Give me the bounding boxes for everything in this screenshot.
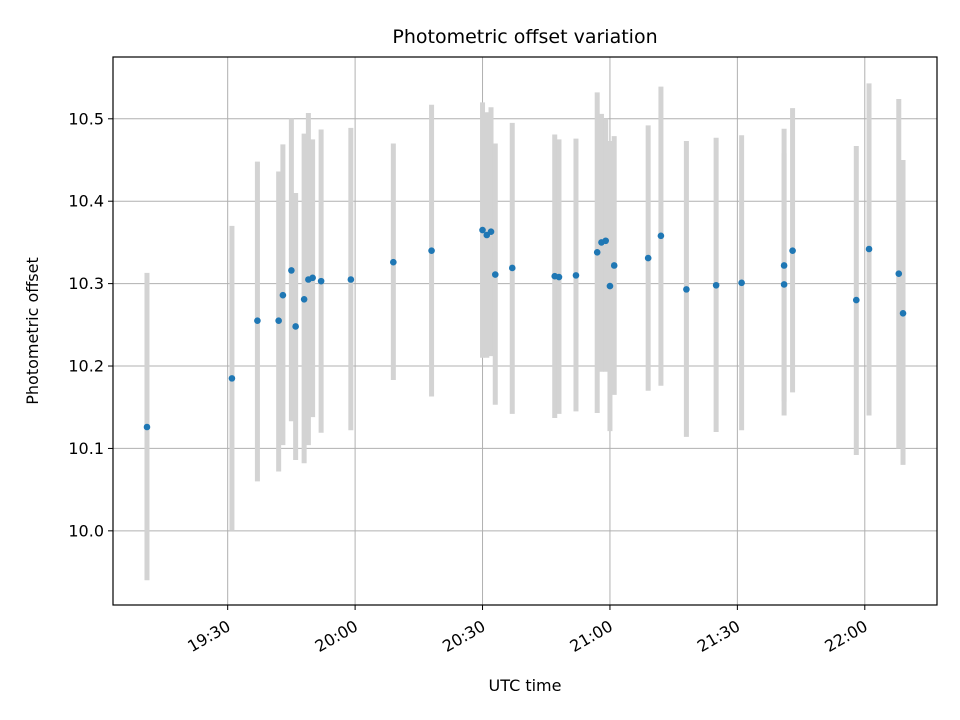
data-point xyxy=(657,232,665,240)
y-tick-label: 10.5 xyxy=(68,109,104,128)
data-point xyxy=(865,245,873,253)
data-point xyxy=(300,295,308,303)
data-point xyxy=(593,249,601,256)
x-axis-label: UTC time xyxy=(489,676,562,695)
data-point xyxy=(683,286,690,293)
data-point xyxy=(491,271,499,278)
data-points xyxy=(143,226,907,431)
data-point xyxy=(479,226,486,234)
data-point xyxy=(390,258,397,266)
data-point xyxy=(899,309,907,317)
y-tick-label: 10.3 xyxy=(68,274,104,293)
data-point xyxy=(288,267,295,274)
data-point xyxy=(428,247,435,254)
data-point xyxy=(309,274,316,282)
data-point xyxy=(606,282,614,290)
data-point xyxy=(555,273,563,281)
data-point xyxy=(317,277,325,285)
data-point xyxy=(789,247,796,254)
data-point xyxy=(228,375,236,382)
data-point xyxy=(712,281,720,289)
y-tick-label: 10.4 xyxy=(68,192,104,211)
y-axis-label: Photometric offset xyxy=(23,257,42,405)
data-point xyxy=(602,237,610,245)
data-point xyxy=(347,276,355,283)
data-point xyxy=(508,264,516,272)
data-point xyxy=(143,423,151,431)
data-point xyxy=(275,317,282,324)
y-tick-label: 10.1 xyxy=(68,439,104,458)
data-point xyxy=(572,272,580,279)
y-tick-label: 10.0 xyxy=(68,521,104,540)
y-tick-label: 10.2 xyxy=(68,357,104,376)
data-point xyxy=(610,262,618,269)
data-point xyxy=(254,317,261,324)
data-point xyxy=(780,262,788,269)
data-point xyxy=(644,254,652,262)
y-axis-ticks: 10.0 10.1 10.2 10.3 10.4 10.5 xyxy=(68,109,113,540)
data-point xyxy=(487,228,495,236)
data-point xyxy=(279,291,287,299)
chart-title: Photometric offset variation xyxy=(392,26,657,48)
data-point xyxy=(292,323,299,330)
data-point xyxy=(852,296,860,304)
plot-frame xyxy=(112,56,938,606)
data-point xyxy=(895,270,903,278)
data-point xyxy=(738,279,745,287)
data-point xyxy=(780,281,788,288)
